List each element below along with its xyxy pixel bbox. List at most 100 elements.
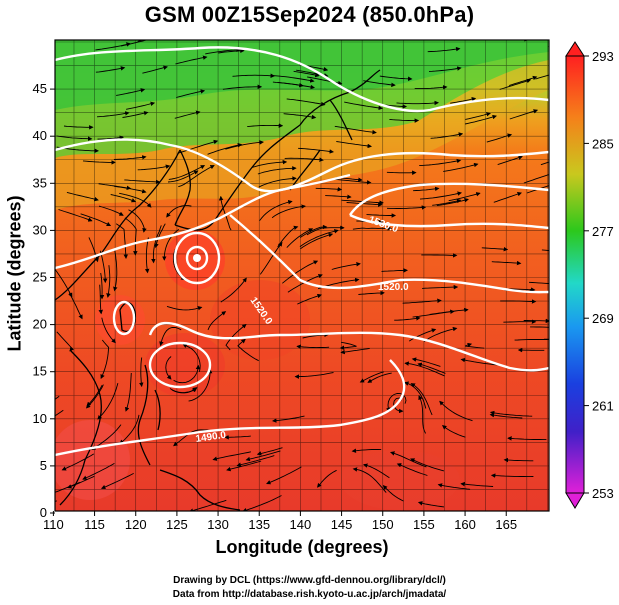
streamline <box>266 466 302 485</box>
streamline <box>101 317 116 344</box>
streamline <box>58 209 93 222</box>
streamline <box>421 253 458 258</box>
x-tick-label: 110 <box>43 517 64 532</box>
streamline <box>56 331 75 352</box>
streamline <box>99 272 105 300</box>
map-title: GSM 00Z15Sep2024 (850.0hPa) <box>144 2 475 27</box>
streamline <box>169 387 198 394</box>
streamline <box>225 323 247 351</box>
streamline <box>95 66 126 73</box>
x-tick-label: 155 <box>413 517 435 532</box>
streamline <box>128 209 147 233</box>
streamline <box>417 362 446 374</box>
temperature-field <box>55 40 549 511</box>
streamline <box>339 341 357 351</box>
streamline <box>465 112 491 120</box>
streamline <box>100 339 110 380</box>
streamline <box>272 75 315 83</box>
x-tick-label: 135 <box>248 517 270 532</box>
y-tick-label: 5 <box>40 458 47 473</box>
streamline <box>195 40 198 41</box>
streamline <box>177 139 219 154</box>
streamline <box>256 447 283 456</box>
streamline <box>137 164 171 171</box>
streamline <box>497 155 523 166</box>
streamline <box>509 109 539 120</box>
streamline <box>386 393 407 413</box>
x-tick-label: 130 <box>207 517 229 532</box>
streamline <box>259 199 293 221</box>
contour-label: 1490.0 <box>195 430 227 445</box>
streamline <box>396 100 439 106</box>
streamline <box>251 159 288 169</box>
colorbar-tick-label: 293 <box>592 49 614 64</box>
streamline <box>410 458 445 472</box>
streamline <box>325 194 352 200</box>
streamline <box>448 192 481 202</box>
streamline <box>272 415 305 423</box>
streamline <box>500 299 537 304</box>
y-tick-label: 10 <box>33 411 47 426</box>
streamline <box>245 450 281 462</box>
streamline <box>429 307 469 315</box>
streamline <box>340 347 370 355</box>
streamline <box>294 372 334 379</box>
streamline <box>508 75 538 86</box>
streamline <box>56 135 93 141</box>
streamline <box>334 125 377 135</box>
streamline <box>220 277 247 303</box>
streamline <box>396 463 428 476</box>
geopotential-contours <box>55 46 549 457</box>
streamline <box>207 311 227 331</box>
streamline <box>514 339 549 341</box>
contour-label: 1520.0 <box>378 282 409 293</box>
streamline <box>386 170 417 175</box>
y-axis-label: Latitude (degrees) <box>4 195 25 352</box>
streamline <box>174 110 201 119</box>
streamline <box>351 448 382 453</box>
streamline <box>465 114 497 125</box>
streamline <box>530 326 549 328</box>
streamline <box>218 48 245 54</box>
streamline <box>82 160 116 165</box>
streamline <box>298 147 334 154</box>
credit-data: Data from http://database.rish.kyoto-u.a… <box>172 589 447 600</box>
streamline <box>232 73 275 79</box>
streamline <box>222 84 263 90</box>
y-tick-label: 15 <box>33 364 47 379</box>
streamline <box>144 237 150 274</box>
streamline <box>85 384 104 409</box>
credit-drawing: Drawing by DCL (https://www.gfd-dennou.o… <box>173 575 446 586</box>
streamline <box>55 481 80 493</box>
streamline <box>503 319 537 324</box>
streamline <box>96 111 130 118</box>
streamline <box>430 132 464 139</box>
streamline <box>393 397 404 414</box>
streamline <box>367 372 392 383</box>
streamline <box>411 357 441 367</box>
colorbar: 293 285 277 269 261 253 <box>565 41 614 509</box>
streamline <box>82 463 115 480</box>
streamline <box>413 186 440 192</box>
x-tick-label: 115 <box>84 517 105 532</box>
streamline <box>358 290 385 296</box>
wind-streamlines <box>55 40 549 511</box>
streamline <box>86 384 103 407</box>
streamline <box>382 485 404 502</box>
typhoon-center <box>193 254 201 262</box>
streamline <box>315 187 343 192</box>
streamline <box>218 195 232 231</box>
streamline <box>284 157 324 162</box>
streamline <box>282 260 319 284</box>
streamline <box>166 205 192 218</box>
streamline <box>242 495 282 511</box>
streamline <box>300 232 334 250</box>
streamline <box>207 142 243 155</box>
x-tick-label: 125 <box>166 517 188 532</box>
streamline <box>389 118 420 123</box>
streamline <box>293 70 320 78</box>
streamline <box>176 89 206 98</box>
streamline <box>113 155 147 160</box>
streamline <box>272 81 315 90</box>
y-axis: 0 5 10 15 20 25 30 35 40 45 <box>33 81 55 520</box>
